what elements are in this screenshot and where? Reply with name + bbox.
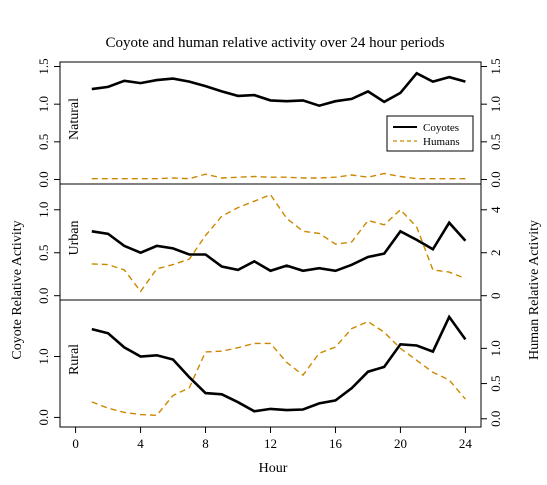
left-y-tick-label: 1.0 (36, 96, 51, 112)
chart-title: Coyote and human relative activity over … (105, 35, 444, 51)
series-line-coyotes (91, 314, 467, 413)
left-y-tick-label: 1.0 (36, 348, 51, 364)
panel-urban: 0.0 0.5 1.0 0 2 4 Urban (36, 183, 503, 304)
panel-label-urban: Urban (67, 221, 82, 256)
left-y-tick-label: 0.5 (36, 245, 51, 261)
series-line-humans (91, 193, 466, 293)
left-y-tick-label: 1.0 (36, 202, 51, 218)
right-y-tick-label: 4 (488, 206, 503, 213)
right-y-tick-label: 2 (488, 249, 503, 256)
x-tick-label: 8 (202, 436, 209, 451)
right-y-tick-label: 0.0 (488, 411, 503, 427)
panel-label-rural: Rural (67, 344, 82, 375)
left-y-tick-label: 0.0 (36, 409, 51, 425)
left-y-tick-label: 0.0 (36, 171, 51, 187)
left-y-tick-label: 1.5 (36, 58, 51, 74)
series-line-coyotes (91, 71, 466, 108)
x-tick-label: 16 (329, 436, 343, 451)
legend-label-coyotes: Coyotes (423, 122, 459, 134)
right-y-axis-label: Human Relative Activity (527, 220, 542, 360)
chart-marks: 0.0 0.5 1.0 1.5 0.0 0.5 1.0 1.5 Natural Coyotes Hu… (36, 58, 503, 451)
panel-rural: 0.0 1.0 0.0 0.5 1.0 Rural (36, 299, 503, 428)
legend-box (386, 115, 474, 152)
series-line-coyotes (91, 220, 467, 273)
right-y-tick-label: 1.5 (488, 58, 503, 74)
x-tick-label: 20 (394, 436, 407, 451)
right-y-tick-label: 1.0 (488, 96, 503, 112)
panel-label-natural: Natural (67, 98, 82, 140)
legend-label-humans: Humans (423, 136, 460, 148)
series-line-humans (91, 320, 466, 417)
series-line-humans (91, 172, 466, 180)
right-y-tick-label: 0 (488, 292, 503, 299)
x-tick-label: 0 (72, 436, 79, 451)
x-tick-label: 12 (264, 436, 277, 451)
panel-natural: 0.0 0.5 1.0 1.5 0.0 0.5 1.0 1.5 Natural Coyotes Hu… (36, 58, 503, 187)
right-y-tick-label: 1.0 (488, 340, 503, 356)
x-axis-label: Hour (259, 461, 288, 476)
right-y-tick-label: 0.5 (488, 134, 503, 150)
legend: Coyotes Humans (386, 115, 474, 152)
left-y-axis-label: Coyote Relative Activity (10, 220, 25, 359)
left-y-tick-label: 0.0 (36, 288, 51, 304)
left-y-tick-label: 0.5 (36, 134, 51, 150)
right-y-tick-label: 0.5 (488, 375, 503, 391)
x-tick-label: 24 (459, 436, 473, 451)
x-tick-label: 4 (137, 436, 144, 451)
right-y-tick-label: 0.0 (488, 171, 503, 187)
